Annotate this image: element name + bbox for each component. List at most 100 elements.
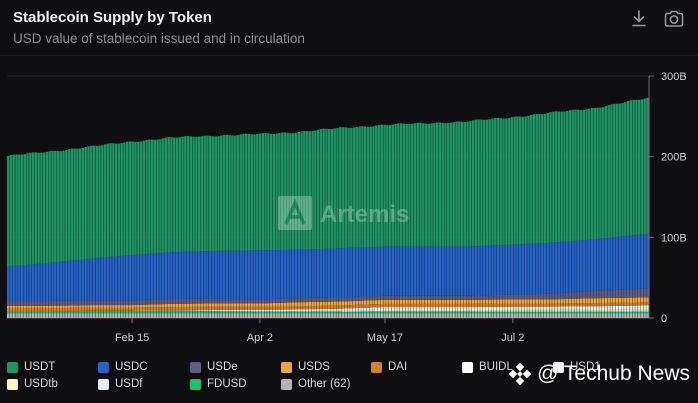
- bar-segment-usds: [78, 305, 82, 308]
- bar-segment-usds: [137, 304, 140, 308]
- bar-segment-usde: [369, 296, 372, 301]
- bar-segment-usd1: [355, 309, 359, 311]
- bar-segment-buidl: [499, 306, 502, 309]
- bar-segment-usdt: [314, 130, 317, 250]
- bar-segment-usds: [125, 305, 129, 308]
- bar-segment-usd1: [455, 308, 458, 311]
- bar-segment-fdusd: [535, 311, 538, 314]
- bar-segment-other-62: [95, 313, 98, 318]
- bar-segment-usde: [142, 299, 146, 305]
- bar-segment-fdusd: [316, 311, 320, 314]
- legend-item-fdusd[interactable]: FDUSD: [190, 377, 247, 391]
- bar-segment-usde: [535, 294, 538, 300]
- bar-segment-usds: [164, 304, 168, 308]
- bar-segment-other-62: [275, 313, 278, 318]
- bar-segment-buidl: [585, 306, 588, 308]
- bar-segment-dai: [231, 306, 234, 310]
- bar-segment-usdc: [375, 246, 378, 297]
- bar-segment-fdusd: [507, 311, 511, 314]
- bar-segment-usds: [543, 299, 547, 304]
- bar-segment-other-62: [485, 313, 489, 318]
- bar-segment-usds: [441, 299, 444, 304]
- bar-segment-other-62: [76, 313, 79, 318]
- bar-segment-usds: [361, 300, 364, 305]
- bar-segment-usdc: [399, 246, 403, 296]
- bar-segment-fdusd: [275, 311, 278, 314]
- bar-segment-usds: [90, 305, 93, 308]
- bar-segment-other-62: [92, 313, 96, 318]
- bar-segment-usds: [117, 305, 121, 308]
- bar-segment-fdusd: [92, 310, 96, 314]
- bar-segment-dai: [629, 302, 633, 306]
- bar-segment-usdf: [626, 310, 630, 312]
- bar-segment-usdt: [23, 154, 27, 265]
- bar-segment-usde: [98, 300, 101, 306]
- bar-segment-buidl: [294, 309, 298, 312]
- bar-segment-other-62: [316, 313, 320, 318]
- bar-segment-usd1: [546, 308, 550, 310]
- bar-segment-usdtb: [618, 309, 621, 311]
- legend-item-usde[interactable]: USDe: [190, 360, 238, 374]
- bar-segment-usd1: [469, 308, 472, 311]
- bar-segment-usdc: [189, 251, 193, 299]
- legend-item-usd1[interactable]: USD1: [553, 360, 601, 374]
- legend-item-usdtb[interactable]: USDtb: [7, 377, 58, 391]
- bar-segment-usdt: [405, 123, 408, 247]
- camera-icon[interactable]: [662, 8, 688, 30]
- bar-segment-usdc: [502, 244, 505, 295]
- bar-segment-buidl: [590, 306, 594, 308]
- legend-item-usds[interactable]: USDS: [281, 360, 330, 374]
- bar-segment-buidl: [527, 306, 530, 309]
- legend-item-usdf[interactable]: USDf: [98, 377, 142, 391]
- bar-segment-usd1: [621, 307, 624, 310]
- bar-segment-buidl: [267, 309, 270, 312]
- bar-segment-usdc: [482, 245, 486, 296]
- bar-segment-dai: [134, 307, 137, 311]
- bar-segment-usde: [294, 298, 298, 303]
- bar-segment-usde: [117, 300, 121, 306]
- bar-segment-fdusd: [474, 311, 478, 314]
- bar-segment-other-62: [549, 313, 552, 318]
- bar-segment-usdc: [446, 246, 450, 296]
- bar-segment-other-62: [236, 313, 240, 318]
- bar-segment-usde: [521, 294, 525, 300]
- bar-segment-dai: [236, 306, 240, 310]
- legend-item-dai[interactable]: DAI: [371, 360, 407, 374]
- download-icon[interactable]: [629, 8, 655, 30]
- bar-segment-usde: [640, 288, 644, 298]
- bar-segment-usdc: [192, 251, 195, 299]
- bar-segment-usde: [629, 289, 633, 298]
- bar-segment-usdt: [37, 152, 40, 264]
- bar-segment-buidl: [577, 306, 580, 309]
- bar-segment-dai: [613, 302, 616, 307]
- bar-segment-usdtb: [560, 309, 563, 311]
- bar-segment-usdt: [12, 154, 15, 266]
- bar-segment-other-62: [646, 313, 649, 318]
- bar-segment-usdf: [574, 310, 577, 312]
- legend-item-buidl[interactable]: BUIDL: [462, 360, 513, 374]
- legend-item-usdc[interactable]: USDC: [98, 360, 148, 374]
- bar-segment-usd1: [438, 308, 442, 311]
- bar-segment-usdt: [524, 116, 527, 244]
- bar-segment-usds: [167, 303, 170, 308]
- bar-segment-dai: [294, 306, 298, 310]
- bar-segment-other-62: [380, 313, 383, 318]
- bar-segment-usdt: [560, 111, 563, 242]
- bar-segment-usde: [405, 295, 408, 300]
- bar-segment-dai: [482, 303, 486, 307]
- bar-segment-usdc: [153, 253, 157, 300]
- bar-segment-buidl: [375, 307, 378, 310]
- bar-segment-usd1: [601, 307, 605, 310]
- bar-segment-usdt: [269, 133, 273, 251]
- bar-segment-usdc: [214, 250, 217, 299]
- legend-item-usdt[interactable]: USDT: [7, 360, 55, 374]
- bar-segment-usds: [541, 299, 544, 304]
- bar-segment-fdusd: [15, 311, 18, 314]
- bar-segment-usdf: [549, 310, 552, 312]
- bar-segment-fdusd: [31, 311, 35, 314]
- legend-item-other-62[interactable]: Other (62): [281, 377, 350, 391]
- bar-segment-fdusd: [184, 310, 187, 314]
- bar-segment-usde: [435, 295, 439, 300]
- bar-segment-usds: [527, 299, 530, 304]
